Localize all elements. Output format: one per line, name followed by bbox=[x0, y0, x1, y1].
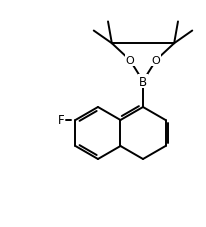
Text: O: O bbox=[152, 56, 160, 66]
Text: B: B bbox=[139, 75, 147, 88]
Text: F: F bbox=[58, 114, 65, 127]
Text: O: O bbox=[125, 56, 134, 66]
